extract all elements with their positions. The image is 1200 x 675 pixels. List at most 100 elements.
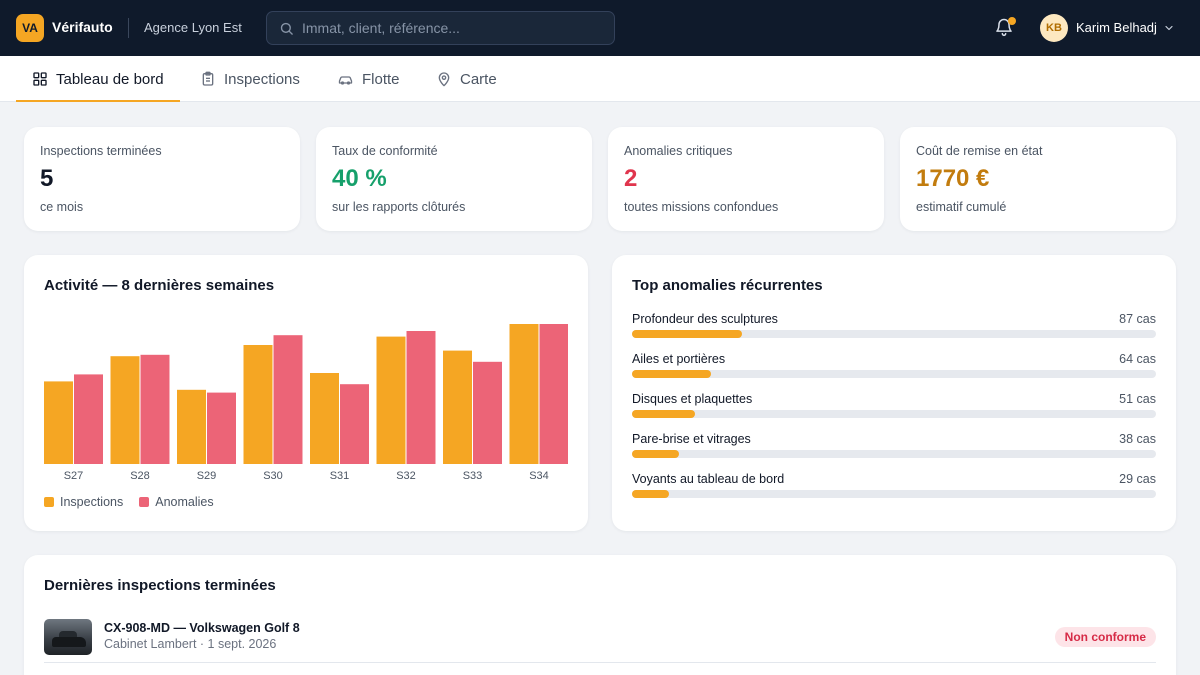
activity-bar-chart: S27 S28 S29 S30 S31 S32 S33 S34 — [44, 324, 568, 482]
brand-name: Vérifauto — [52, 19, 113, 35]
kpi-label: Taux de conformité — [332, 144, 438, 158]
bar-anomalies-s32 — [406, 331, 436, 464]
kpi-subtext: sur les rapports clôturés — [332, 200, 466, 214]
kpi-card-anomalies: Anomalies critiques 2 toutes missions co… — [608, 127, 884, 231]
kpi-value: 40 % — [332, 165, 387, 192]
x-tick-label: S34 — [529, 470, 549, 482]
anomaly-name: Profondeur des sculptures — [632, 312, 778, 326]
top-anomalies-card: Top anomalies récurrentes Profondeur des… — [612, 255, 1176, 531]
grid-icon — [33, 72, 47, 86]
notifications-button[interactable] — [994, 17, 1016, 39]
app-logo[interactable]: VA — [16, 14, 44, 42]
anomaly-bar-track — [632, 450, 1156, 458]
x-tick-label: S31 — [330, 470, 350, 482]
search-input[interactable] — [302, 20, 592, 36]
anomaly-bar-fill — [632, 370, 711, 378]
tab-label: Carte — [460, 70, 497, 88]
chevron-down-icon[interactable] — [1163, 22, 1175, 34]
anomaly-bar-fill — [632, 490, 669, 498]
bar-anomalies-s30 — [273, 335, 303, 464]
kpi-subtext: ce mois — [40, 200, 84, 214]
anomaly-name: Ailes et portières — [632, 352, 726, 366]
main-tabs: Tableau de bord Inspections Flotte Carte — [0, 56, 1200, 102]
notification-dot — [1008, 17, 1016, 25]
bar-anomalies-s29 — [207, 392, 236, 464]
avatar[interactable]: KB — [1040, 14, 1068, 42]
anomaly-count: 29 cas — [1119, 472, 1156, 486]
bar-inspections-s34 — [509, 324, 539, 464]
kpi-card-conformite: Taux de conformité 40 % sur les rapports… — [316, 127, 592, 231]
tab-flotte[interactable]: Flotte — [337, 56, 400, 102]
legend-item-anomalies: Anomalies — [139, 495, 214, 509]
bar-inspections-s29 — [177, 389, 206, 464]
anomaly-name: Disques et plaquettes — [632, 392, 753, 406]
x-tick-label: S28 — [130, 470, 150, 482]
bar-anomalies-s31 — [340, 384, 369, 464]
kpi-card-cout: Coût de remise en état 1770 € estimatif … — [900, 127, 1176, 231]
map-pin-icon — [438, 72, 450, 87]
tab-label: Tableau de bord — [56, 70, 164, 88]
agency-name: Agence Lyon Est — [144, 20, 242, 35]
user-name[interactable]: Karim Belhadj — [1076, 20, 1157, 35]
anomaly-row: Pare-brise et vitrages 38 cas — [632, 432, 1156, 462]
status-badge: Non conforme — [1054, 627, 1156, 647]
bar-anomalies-s27 — [74, 374, 103, 464]
anomaly-bar-track — [632, 490, 1156, 498]
anomaly-count: 38 cas — [1119, 432, 1156, 446]
activity-title: Activité — 8 dernières semaines — [44, 277, 275, 294]
car-icon — [338, 76, 353, 85]
search-box[interactable] — [266, 11, 615, 45]
bar-inspections-s33 — [443, 350, 472, 464]
anomaly-bar-track — [632, 330, 1156, 338]
bar-inspections-s31 — [310, 373, 339, 464]
anomalies-title: Top anomalies récurrentes — [632, 277, 823, 294]
vehicle-thumbnail — [44, 619, 92, 655]
car-body — [52, 637, 86, 647]
activity-card: Activité — 8 dernières semaines S27 S28 S2… — [24, 255, 588, 531]
recent-title: Dernières inspections terminées — [44, 577, 276, 594]
kpi-value: 2 — [624, 165, 638, 192]
anomaly-name: Voyants au tableau de bord — [632, 472, 785, 486]
anomaly-row: Disques et plaquettes 51 cas — [632, 392, 1156, 422]
kpi-label: Anomalies critiques — [624, 144, 733, 158]
bar-anomalies-s34 — [539, 324, 568, 464]
x-tick-label: S29 — [197, 470, 217, 482]
kpi-subtext: estimatif cumulé — [916, 200, 1007, 214]
anomaly-count: 51 cas — [1119, 392, 1156, 406]
bar-inspections-s27 — [44, 381, 73, 464]
legend-label: Inspections — [60, 495, 124, 509]
anomaly-bar-fill — [632, 330, 743, 338]
x-tick-label: S27 — [64, 470, 84, 482]
tab-dashboard[interactable]: Tableau de bord — [16, 56, 180, 102]
tab-carte[interactable]: Carte — [436, 56, 497, 102]
inspection-row[interactable]: CX-908-MD — Volkswagen Golf 8 Cabinet La… — [44, 619, 1156, 663]
top-bar: VA Vérifauto Agence Lyon Est KB Karim Be… — [0, 0, 1200, 56]
anomaly-bar-fill — [632, 450, 680, 458]
legend-label: Anomalies — [155, 495, 214, 509]
anomaly-name: Pare-brise et vitrages — [632, 432, 751, 446]
bar-inspections-s28 — [110, 356, 140, 464]
anomaly-count: 64 cas — [1119, 352, 1156, 366]
clipboard-icon — [202, 71, 214, 86]
x-tick-label: S33 — [463, 470, 483, 482]
anomaly-count: 87 cas — [1119, 312, 1156, 326]
kpi-value: 5 — [40, 165, 54, 192]
kpi-subtext: toutes missions confondues — [624, 200, 779, 214]
divider — [128, 18, 129, 38]
recent-inspections-card: Dernières inspections terminées CX-908-M… — [24, 555, 1176, 675]
x-tick-label: S32 — [396, 470, 416, 482]
kpi-card-inspections: Inspections terminées 5 ce mois — [24, 127, 300, 231]
anomaly-bar-track — [632, 410, 1156, 418]
anomaly-bar-fill — [632, 410, 695, 418]
tab-inspections[interactable]: Inspections — [200, 56, 300, 102]
inspection-meta: Cabinet Lambert · 1 sept. 2026 — [104, 637, 277, 651]
tab-label: Inspections — [224, 70, 300, 88]
bar-anomalies-s28 — [140, 354, 170, 464]
anomaly-row: Ailes et portières 64 cas — [632, 352, 1156, 382]
search-icon — [280, 22, 293, 35]
kpi-label: Inspections terminées — [40, 144, 162, 158]
kpi-label: Coût de remise en état — [916, 144, 1043, 158]
bell-icon — [996, 18, 1012, 37]
legend-swatch — [139, 497, 150, 507]
anomaly-row: Profondeur des sculptures 87 cas — [632, 312, 1156, 342]
